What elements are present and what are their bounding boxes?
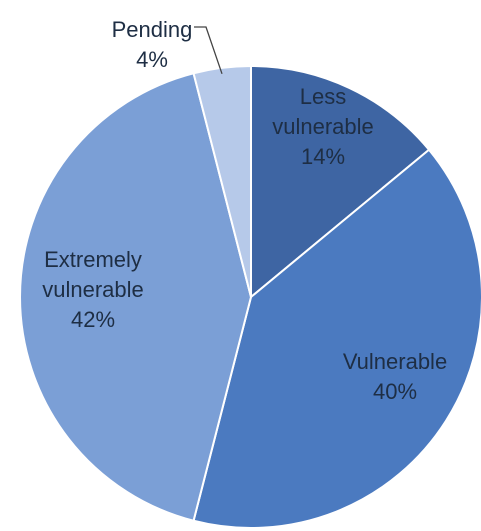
slice-name-label: Vulnerable <box>343 349 447 374</box>
slices-layer <box>19 64 481 529</box>
slice-name-label: Less <box>300 84 346 109</box>
slice-name-label: vulnerable <box>42 277 144 302</box>
slice-name-label: Extremely <box>44 247 142 272</box>
slice-value-label: 14% <box>301 144 345 169</box>
slice-label-less-vulnerable: Less vulnerable 14% <box>272 84 374 169</box>
slice-name-label: Pending <box>112 17 193 42</box>
labels-layer: Less vulnerable 14% Vulnerable 40% Extremely v… <box>42 17 447 404</box>
slice-label-extremely-vulnerable: Extremely vulnerable 42% <box>42 247 144 332</box>
slice-label-pending: Pending 4% <box>112 17 193 72</box>
slice-value-label: 40% <box>373 379 417 404</box>
pie-slice-vulnerable <box>192 148 481 529</box>
slice-value-label: 4% <box>136 47 168 72</box>
pie-slice-pending <box>192 64 252 298</box>
slice-name-label: vulnerable <box>272 114 374 139</box>
pie-slice-less-vulnerable <box>250 64 431 300</box>
slice-value-label: 42% <box>71 307 115 332</box>
pie-slice-extremely-vulnerable <box>19 72 253 522</box>
pending-leader-line <box>194 26 223 75</box>
slice-label-vulnerable: Vulnerable 40% <box>343 349 447 404</box>
